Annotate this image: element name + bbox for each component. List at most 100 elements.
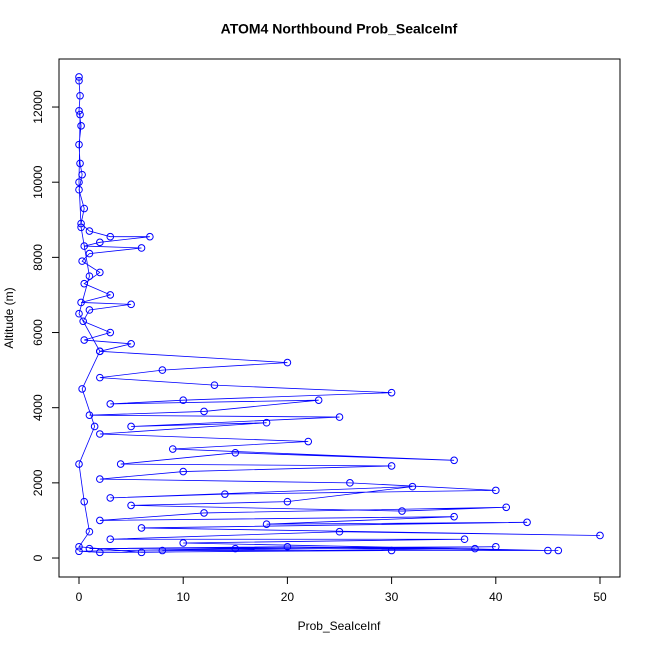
data-point (80, 497, 89, 506)
data-point (262, 520, 271, 528)
data-point (106, 494, 115, 502)
y-tick-label: 4000 (31, 394, 45, 421)
data-point (304, 437, 313, 446)
data-point (387, 388, 396, 397)
data-point (77, 298, 85, 307)
data-point (96, 347, 104, 356)
data-point (146, 232, 154, 241)
data-point (75, 106, 83, 115)
data-point (106, 291, 115, 299)
data-point (491, 486, 500, 495)
x-axis-label: Prob_SeaIceInf (298, 619, 381, 633)
data-point (179, 467, 188, 476)
data-point (76, 91, 84, 100)
y-axis-label: Altitude (m) (2, 287, 16, 348)
data-point (76, 110, 84, 119)
data-point (179, 539, 188, 547)
y-tick-label: 0 (31, 554, 45, 561)
x-tick-label: 40 (489, 590, 503, 604)
data-point (96, 268, 104, 277)
x-tick-label: 10 (177, 590, 191, 604)
data-point (75, 73, 83, 81)
x-tick-label: 30 (385, 590, 399, 604)
data-point (116, 460, 125, 468)
chart-title: ATOM4 Northbound Prob_SeaIceInf (221, 21, 458, 37)
data-point (85, 227, 94, 235)
profile-line (78, 76, 601, 553)
data-point (200, 407, 208, 416)
data-point (127, 340, 135, 348)
data-point (168, 445, 177, 453)
data-point (85, 249, 94, 258)
data-point (96, 238, 104, 247)
data-point (106, 535, 115, 544)
data-point (554, 546, 563, 555)
data-point (78, 170, 86, 179)
data-point (450, 456, 458, 465)
data-point (85, 272, 94, 280)
data-point (106, 232, 115, 241)
y-tick-label: 6000 (31, 319, 45, 346)
data-point (77, 122, 85, 130)
data-point (75, 542, 83, 551)
data-point (346, 479, 354, 487)
data-point (523, 518, 531, 527)
data-point (460, 535, 469, 544)
data-point (127, 300, 135, 309)
data-point (85, 544, 94, 553)
data-point (387, 462, 396, 470)
data-point (137, 524, 146, 532)
data-point (75, 185, 83, 194)
x-tick-label: 0 (76, 590, 83, 604)
data-point (231, 544, 240, 553)
y-tick-label: 10000 (31, 165, 45, 199)
data-point (387, 546, 396, 555)
data-point (78, 257, 86, 265)
data-point (76, 159, 84, 168)
data-point (314, 396, 323, 404)
data-point (79, 317, 87, 326)
data-point (80, 336, 89, 344)
data-point (127, 501, 135, 510)
y-tick-label: 2000 (31, 469, 45, 496)
data-point (408, 482, 417, 491)
data-point (127, 422, 135, 431)
data-point (158, 546, 167, 555)
y-tick-label: 12000 (31, 90, 45, 124)
data-point (106, 328, 115, 337)
data-point (158, 366, 167, 374)
data-point (502, 503, 511, 512)
data-point (77, 223, 85, 232)
data-point (471, 544, 479, 553)
data-point (283, 542, 292, 551)
data-point (75, 76, 83, 85)
data-point (283, 358, 292, 367)
data-point (80, 279, 89, 288)
data-point (75, 309, 83, 318)
data-point (85, 411, 94, 420)
data-point (231, 448, 240, 457)
data-point (179, 396, 188, 404)
data-point (335, 527, 344, 536)
data-point (398, 507, 406, 515)
y-tick-label: 8000 (31, 244, 45, 271)
data-point (90, 422, 99, 431)
data-point (96, 548, 104, 557)
data-point (221, 490, 229, 498)
data-point (106, 400, 115, 408)
data-point (96, 516, 104, 525)
data-point (85, 527, 94, 536)
data-point (75, 140, 83, 149)
data-point (137, 548, 146, 557)
data-point (77, 219, 85, 228)
plot-box (58, 58, 621, 578)
data-point (78, 385, 86, 393)
data-point (335, 413, 344, 421)
data-point (96, 373, 104, 382)
data-point (450, 512, 458, 521)
data-point (283, 497, 292, 506)
data-point (96, 430, 104, 438)
data-point (596, 531, 604, 540)
x-tick-label: 50 (593, 590, 607, 604)
